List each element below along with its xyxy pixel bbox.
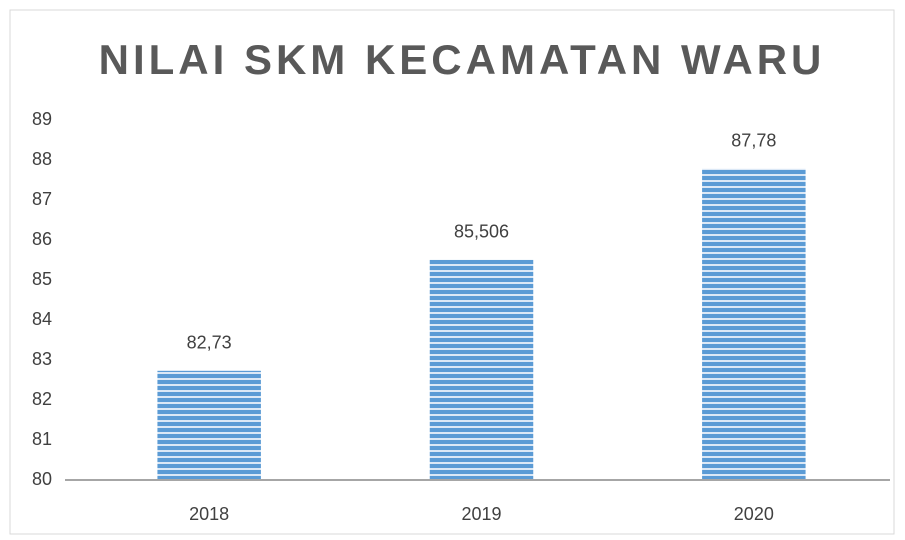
- y-tick-label: 89: [32, 109, 52, 129]
- x-tick-label: 2020: [734, 504, 774, 524]
- chart-title: NILAI SKM KECAMATAN WARU: [99, 36, 826, 83]
- y-tick-label: 86: [32, 229, 52, 249]
- x-tick-label: 2018: [189, 504, 229, 524]
- data-label: 87,78: [731, 131, 776, 151]
- bar: [702, 168, 806, 481]
- bar: [157, 370, 261, 480]
- y-tick-label: 81: [32, 429, 52, 449]
- data-label: 85,506: [454, 222, 509, 242]
- x-tick-label: 2019: [461, 504, 501, 524]
- data-label: 82,73: [187, 333, 232, 353]
- y-tick-label: 85: [32, 269, 52, 289]
- y-tick-label: 84: [32, 309, 52, 329]
- y-tick-label: 83: [32, 349, 52, 369]
- y-tick-label: 82: [32, 389, 52, 409]
- y-tick-label: 80: [32, 469, 52, 489]
- y-tick-label: 88: [32, 149, 52, 169]
- bar: [429, 259, 534, 480]
- y-tick-label: 87: [32, 189, 52, 209]
